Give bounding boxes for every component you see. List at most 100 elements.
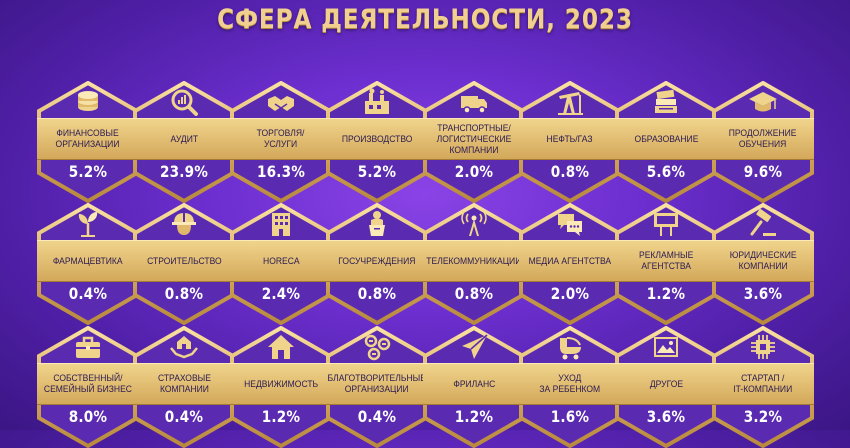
sector-band: ПРОИЗВОДСТВО [326, 118, 428, 160]
sector-label: ПРОИЗВОДСТВО [341, 133, 413, 145]
sector-percentage: 2.0% [454, 162, 494, 181]
sector-label: МЕДИА АГЕНТСТВА [528, 255, 612, 267]
sector-percentage: 2.4% [261, 284, 301, 303]
books-icon [655, 89, 677, 113]
sector-band: ПРОДОЛЖЕНИЕ ОБУЧЕНИЯ [712, 118, 814, 160]
sector-badge: ТЕЛЕКОММУНИКАЦИИ 0.8% [422, 203, 526, 325]
sector-percentage: 0.8% [164, 284, 204, 303]
sector-badge: ТОРГОВЛЯ/ УСЛУГИ 16.3% [229, 81, 333, 203]
sector-percentage: 0.4% [164, 407, 204, 426]
podium-speaker-icon [369, 211, 385, 236]
sector-percentage: 1.2% [261, 407, 301, 426]
sector-badge: СТРАХОВЫЕ КОМПАНИИ 0.4% [132, 326, 236, 448]
sector-band: ЮРИДИЧЕСКИЕ КОМПАНИИ [712, 240, 814, 282]
sector-percentage: 0.8% [454, 284, 494, 303]
sector-badge: ТРАНСПОРТНЫЕ/ ЛОГИСТИЧЕСКИЕ КОМПАНИИ 2.0% [422, 81, 526, 203]
sector-label: БЛАГОТВОРИТЕЛЬНЫЕ ОРГАНИЗАЦИИ [327, 373, 427, 395]
sector-label: HORECA [262, 255, 300, 267]
sector-badge: РЕКЛАМНЫЕ АГЕНТСТВА 1.2% [614, 203, 718, 325]
sector-percentage: 23.9% [159, 162, 209, 181]
gavel-icon [750, 209, 776, 236]
sector-label: СТРАХОВЫЕ КОМПАНИИ [157, 373, 211, 395]
sector-band: ФРИЛАНС [423, 363, 525, 405]
sector-band: ГОСУЧРЕЖДЕНИЯ [326, 240, 428, 282]
sector-label: РЕКЛАМНЫЕ АГЕНТСТВА [638, 250, 694, 272]
sector-band: СТРОИТЕЛЬСТВО [133, 240, 235, 282]
handshake-icon [268, 96, 294, 111]
sector-band: СТРАХОВЫЕ КОМПАНИИ [133, 363, 235, 405]
sector-band: АУДИТ [133, 118, 235, 160]
sector-band: РЕКЛАМНЫЕ АГЕНТСТВА [615, 240, 717, 282]
sector-label: ГОСУЧРЕЖДЕНИЯ [338, 255, 416, 267]
sector-band: СТАРТАП / IT-КОМПАНИИ [712, 363, 814, 405]
sector-band: ДРУГОЕ [615, 363, 717, 405]
sector-badge: HORECA 2.4% [229, 203, 333, 325]
sector-label: СТРОИТЕЛЬСТВО [146, 255, 222, 267]
sector-band: HORECA [230, 240, 332, 282]
sector-percentage: 0.8% [357, 284, 397, 303]
sector-percentage: 3.6% [743, 284, 783, 303]
sector-percentage: 1.6% [550, 407, 590, 426]
sector-badge: ФАРМАЦЕВТИКА 0.4% [36, 203, 140, 325]
sprout-icon [78, 212, 98, 237]
sector-label: ПРОДОЛЖЕНИЕ ОБУЧЕНИЯ [729, 128, 797, 150]
sector-percentage: 3.2% [743, 407, 783, 426]
chip-icon [751, 335, 775, 359]
briefcase-icon [76, 336, 100, 358]
sector-band: ФИНАНСОВЫЕ ОРГАНИЗАЦИИ [37, 118, 139, 160]
oil-pump-icon [558, 92, 583, 115]
sector-badge: СТРОИТЕЛЬСТВО 0.8% [132, 203, 236, 325]
sector-badge: СОБСТВЕННЫЙ/ СЕМЕЙНЫЙ БИЗНЕС 8.0% [36, 326, 140, 448]
sector-percentage: 9.6% [743, 162, 783, 181]
sector-label: НЕДВИЖИМОСТЬ [243, 378, 319, 390]
sector-label: ФРИЛАНС [452, 378, 496, 390]
page-title: СФЕРА ДЕЯТЕЛЬНОСТИ, 2023 [217, 4, 633, 35]
sector-band: СОБСТВЕННЫЙ/ СЕМЕЙНЫЙ БИЗНЕС [37, 363, 139, 405]
sector-percentage: 5.2% [68, 162, 108, 181]
sector-percentage: 3.6% [646, 407, 686, 426]
sector-badge: ПРОИЗВОДСТВО 5.2% [325, 81, 429, 203]
coins-icon [78, 91, 98, 111]
sector-band: НЕФТЬ/ГАЗ [519, 118, 621, 160]
sector-label: ФИНАНСОВЫЕ ОРГАНИЗАЦИИ [56, 128, 120, 150]
baby-stroller-icon [560, 337, 581, 360]
sector-badge: ФИНАНСОВЫЕ ОРГАНИЗАЦИИ 5.2% [36, 81, 140, 203]
sector-badge: ГОСУЧРЕЖДЕНИЯ 0.8% [325, 203, 429, 325]
sector-band: ТОРГОВЛЯ/ УСЛУГИ [230, 118, 332, 160]
builder-helmet-icon [172, 213, 196, 235]
house-icon [268, 335, 294, 359]
truck-icon [461, 96, 487, 114]
sector-band: ТРАНСПОРТНЫЕ/ ЛОГИСТИЧЕСКИЕ КОМПАНИИ [423, 118, 525, 160]
sector-band: ФАРМАЦЕВТИКА [37, 240, 139, 282]
sector-band: УХОД ЗА РЕБЕНКОМ [519, 363, 621, 405]
sector-percentage: 5.2% [357, 162, 397, 181]
sector-percentage: 0.4% [357, 407, 397, 426]
sector-band: НЕДВИЖИМОСТЬ [230, 363, 332, 405]
sector-badge: ПРОДОЛЖЕНИЕ ОБУЧЕНИЯ 9.6% [711, 81, 815, 203]
sector-label: СОБСТВЕННЫЙ/ СЕМЕЙНЫЙ БИЗНЕС [43, 373, 133, 395]
hearts-icon [364, 334, 391, 361]
factory-icon [365, 88, 389, 114]
sector-percentage: 1.2% [646, 284, 686, 303]
sector-band: ОБРАЗОВАНИЕ [615, 118, 717, 160]
sector-label: УХОД ЗА РЕБЕНКОМ [539, 373, 601, 395]
insurance-hands-house-icon [170, 336, 198, 359]
sector-badge: АУДИТ 23.9% [132, 81, 236, 203]
sector-label: ФАРМАЦЕВТИКА [53, 255, 123, 267]
paper-plane-icon [462, 334, 488, 359]
sector-label: ТОРГОВЛЯ/ УСЛУГИ [257, 128, 305, 150]
picture-icon [654, 337, 678, 357]
graduation-cap-icon [749, 92, 777, 112]
sector-percentage: 1.2% [454, 407, 494, 426]
sector-badge: МЕДИА АГЕНТСТВА 2.0% [518, 203, 622, 325]
sector-badge: НЕФТЬ/ГАЗ 0.8% [518, 81, 622, 203]
sector-grid: ФИНАНСОВЫЕ ОРГАНИЗАЦИИ 5.2% АУДИТ 23.9% ТОРГ… [36, 81, 815, 448]
sector-label: ТЕЛЕКОММУНИКАЦИИ [426, 255, 522, 267]
sector-percentage: 0.8% [550, 162, 590, 181]
sector-percentage: 5.6% [646, 162, 686, 181]
sector-band: ТЕЛЕКОММУНИКАЦИИ [423, 240, 525, 282]
sector-percentage: 8.0% [68, 407, 108, 426]
sector-badge: ОБРАЗОВАНИЕ 5.6% [614, 81, 718, 203]
sector-label: ДРУГОЕ [649, 378, 683, 390]
sector-label: АУДИТ [170, 133, 198, 145]
